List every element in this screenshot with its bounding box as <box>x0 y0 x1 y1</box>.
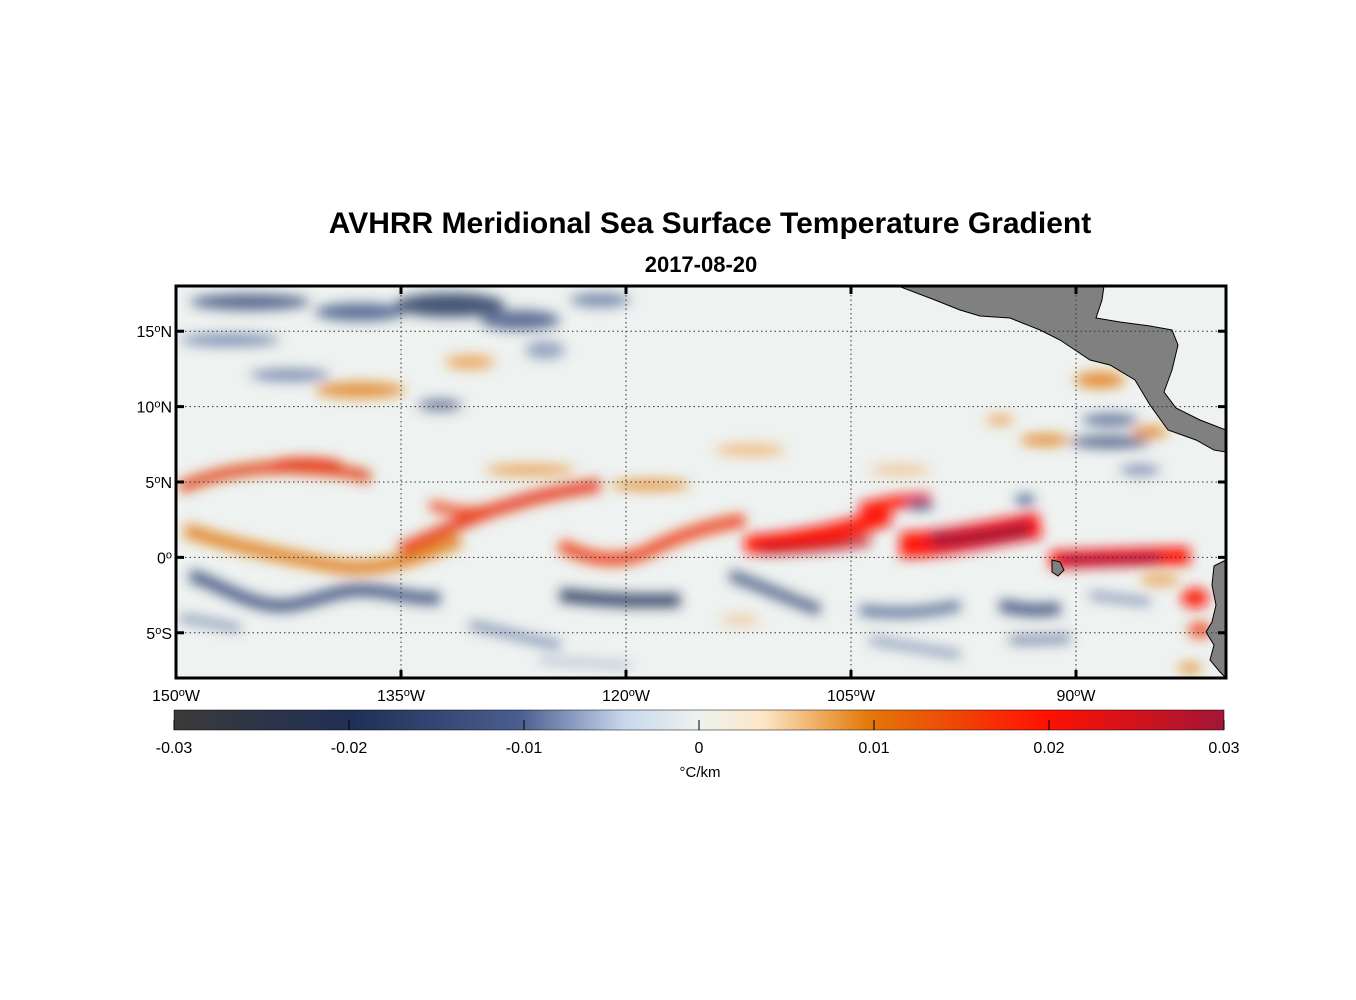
lon-tick-label: 90oW <box>1056 687 1096 705</box>
gradient-field <box>177 293 1212 673</box>
land-masses <box>897 286 1226 678</box>
lon-tick-label: 150oW <box>152 687 201 705</box>
colorbar-ticks <box>173 720 1225 730</box>
colorbar-unit: °C/km <box>679 764 721 781</box>
map-title: AVHRR Meridional Sea Surface Temperature… <box>328 207 1092 240</box>
colorbar-tick-label: 0 <box>694 740 704 757</box>
colorbar-tick-label: -0.02 <box>330 740 368 757</box>
colorbar-tick-label: -0.03 <box>155 740 193 757</box>
galapagos-land <box>1051 559 1065 577</box>
lat-tick-label: 15oN <box>137 323 172 341</box>
lat-tick-label: 10oN <box>137 399 172 417</box>
lon-tick-label: 120oW <box>602 687 651 705</box>
colorbar-tick-label: -0.01 <box>505 740 543 757</box>
lat-tick-label: 5oS <box>146 625 172 643</box>
map-date: 2017-08-20 <box>644 252 758 277</box>
map-axes: 150oW 135oW 120oW 105oW 90oW 15oN 10oN 5oN 0o 5oS <box>137 286 1226 705</box>
colorbar-tick-label: 0.02 <box>1033 740 1065 757</box>
lat-tick-label: 0o <box>157 549 172 567</box>
lon-tick-label: 105oW <box>827 687 876 705</box>
lon-tick-label: 135oW <box>377 687 426 705</box>
lat-tick-label: 5oN <box>145 474 172 492</box>
colorbar-tick-label: 0.03 <box>1208 740 1240 757</box>
central-america-land <box>897 286 1226 453</box>
south-america-land <box>1205 559 1226 678</box>
colorbar-tick-label: 0.01 <box>858 740 890 757</box>
